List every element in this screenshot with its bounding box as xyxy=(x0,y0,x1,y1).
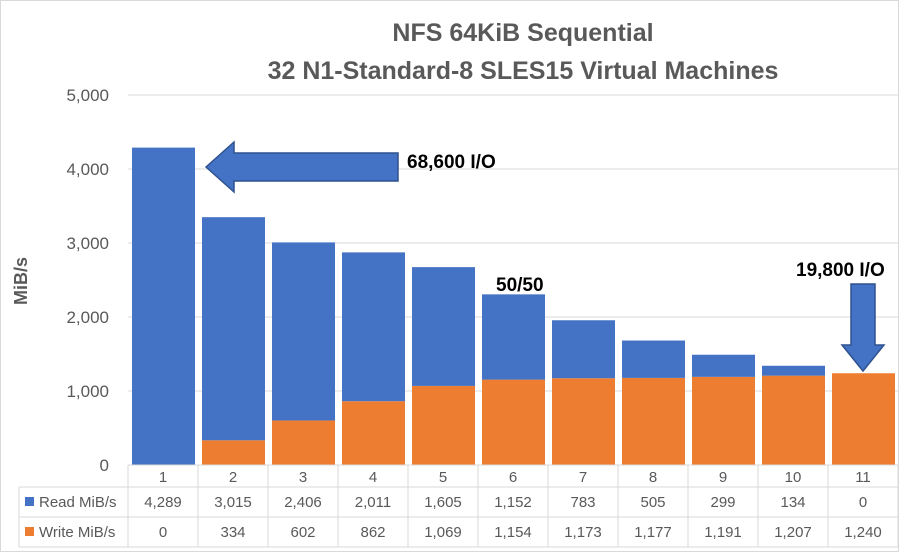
annotation-label: 68,600 I/O xyxy=(407,152,496,173)
x-tick-label: 8 xyxy=(649,469,657,486)
data-table-cell: 1,207 xyxy=(774,524,812,541)
write-bar xyxy=(622,377,685,465)
data-table-cell: 1,240 xyxy=(844,524,882,541)
read-bar xyxy=(202,217,265,441)
y-tick-label: 3,000 xyxy=(66,234,109,253)
x-tick-label: 9 xyxy=(719,469,727,486)
y-tick-label: 2,000 xyxy=(66,308,109,327)
x-tick-label: 3 xyxy=(299,469,307,486)
read-bar xyxy=(412,267,475,386)
x-tick-label: 1 xyxy=(159,469,167,486)
data-table-cell: 0 xyxy=(859,494,867,511)
data-table-cell: 505 xyxy=(640,494,665,511)
read-bar xyxy=(272,242,335,421)
data-table-cell: 1,154 xyxy=(494,524,532,541)
write-bar xyxy=(272,420,335,465)
write-bar xyxy=(552,378,615,465)
annotation-label: 19,800 I/O xyxy=(796,260,885,281)
read-bar xyxy=(692,354,755,377)
data-table-cell: 4,289 xyxy=(144,494,182,511)
x-tick-label: 5 xyxy=(439,469,447,486)
data-table-cell: 1,191 xyxy=(704,524,742,541)
y-tick-label: 4,000 xyxy=(66,160,109,179)
read-bar xyxy=(132,147,195,465)
x-tick-label: 11 xyxy=(855,469,871,486)
chart-subtitle: 32 N1-Standard-8 SLES15 Virtual Machines xyxy=(268,57,779,85)
data-table-cell: 1,605 xyxy=(424,494,462,511)
annotation-label: 50/50 xyxy=(496,275,544,296)
y-tick-label: 1,000 xyxy=(66,382,109,401)
write-bar xyxy=(202,440,265,465)
data-table-cell: 1,177 xyxy=(634,524,672,541)
x-tick-label: 4 xyxy=(369,469,377,486)
legend-label: Read MiB/s xyxy=(39,494,117,511)
data-table-cell: 1,173 xyxy=(564,524,602,541)
data-table-cell: 602 xyxy=(290,524,315,541)
write-bar xyxy=(412,385,475,465)
data-table-cell: 0 xyxy=(159,524,167,541)
data-table-cell: 3,015 xyxy=(214,494,252,511)
read-bar xyxy=(482,294,545,380)
x-tick-label: 10 xyxy=(785,469,802,486)
data-table-cell: 299 xyxy=(710,494,735,511)
write-bar xyxy=(692,376,755,465)
legend-label: Write MiB/s xyxy=(39,524,115,541)
x-tick-label: 2 xyxy=(229,469,237,486)
down-arrow-icon xyxy=(840,283,886,373)
data-table-cell: 783 xyxy=(570,494,595,511)
y-axis-label: MiB/s xyxy=(11,257,31,305)
left-arrow-icon xyxy=(204,140,399,194)
read-bar xyxy=(622,340,685,378)
x-tick-label: 7 xyxy=(579,469,587,486)
read-bar xyxy=(342,252,405,402)
chart-title: NFS 64KiB Sequential xyxy=(392,19,653,47)
data-table-cell: 1,152 xyxy=(494,494,532,511)
legend-swatch xyxy=(25,527,34,536)
read-bar xyxy=(762,365,825,376)
write-bar xyxy=(762,375,825,465)
write-bar xyxy=(482,379,545,465)
legend-swatch xyxy=(25,497,34,506)
write-bar xyxy=(832,373,895,465)
data-table-cell: 1,069 xyxy=(424,524,462,541)
write-bar xyxy=(342,401,405,465)
data-table-cell: 134 xyxy=(780,494,805,511)
data-table-cell: 2,011 xyxy=(355,494,391,511)
read-bar xyxy=(552,320,615,379)
y-tick-label: 0 xyxy=(100,456,109,475)
data-table-cell: 862 xyxy=(360,524,385,541)
x-tick-label: 6 xyxy=(509,469,517,486)
y-tick-label: 5,000 xyxy=(66,86,109,105)
data-table-cell: 2,406 xyxy=(284,494,322,511)
data-table-cell: 334 xyxy=(220,524,245,541)
